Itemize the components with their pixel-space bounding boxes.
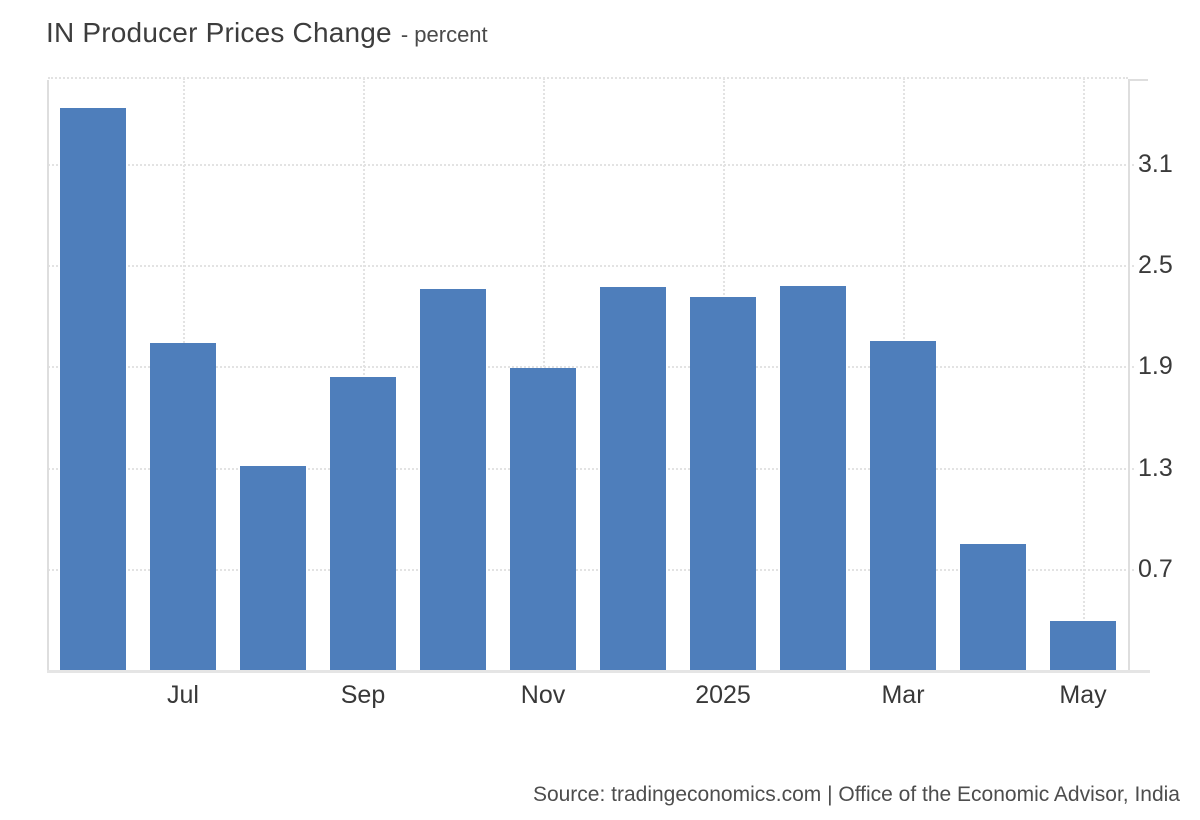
chart-header: IN Producer Prices Change - percent: [46, 17, 488, 49]
y-axis-tick-label: 1.3: [1138, 453, 1173, 482]
x-axis-tick-label: Jul: [167, 681, 199, 709]
horizontal-gridline: [48, 366, 1134, 369]
chart-title: IN Producer Prices Change: [46, 17, 392, 48]
x-axis-line: [47, 670, 1150, 673]
bar-nov-2024[interactable]: [510, 368, 576, 670]
y-axis-tick-label: 2.5: [1138, 251, 1173, 280]
vertical-gridline: [363, 78, 365, 670]
y-axis-line-left: [47, 80, 49, 671]
horizontal-gridline: [48, 265, 1134, 268]
source-attribution: Source: tradingeconomics.com | Office of…: [532, 783, 1180, 806]
vertical-gridline: [1083, 78, 1085, 670]
bar-oct-2024[interactable]: [420, 288, 486, 670]
x-axis-tick-label: Sep: [340, 681, 386, 709]
bar-jun-2024[interactable]: [60, 108, 126, 670]
y-axis-line-right: [1128, 80, 1130, 671]
bar-mar-2025[interactable]: [870, 341, 936, 670]
bar-may-2025[interactable]: [1050, 621, 1116, 670]
horizontal-gridline: [48, 467, 1134, 470]
bar-apr-2025[interactable]: [960, 543, 1026, 670]
bar-dec-2024[interactable]: [600, 287, 666, 670]
x-axis-tick-label: 2025: [695, 681, 751, 709]
horizontal-gridline: [48, 164, 1134, 166]
bar-aug-2024[interactable]: [240, 465, 306, 670]
bar-jul-2024[interactable]: [150, 342, 216, 670]
plot-top-border: [48, 77, 1128, 79]
top-right-tick: [1128, 79, 1148, 81]
chart-subtitle: - percent: [400, 22, 488, 47]
horizontal-gridline: [48, 568, 1134, 571]
bar-sep-2024[interactable]: [330, 376, 396, 670]
bar-jan-2025[interactable]: [690, 297, 756, 670]
x-axis-tick-label: Mar: [881, 681, 925, 709]
y-axis-tick-label: 0.7: [1138, 554, 1173, 583]
y-axis-tick-label: 3.1: [1138, 150, 1173, 178]
y-axis-tick-label: 1.9: [1138, 352, 1173, 381]
x-axis-tick-label: Nov: [520, 681, 566, 709]
x-axis-tick-label: May: [1059, 681, 1107, 709]
bar-feb-2025[interactable]: [780, 285, 846, 670]
bar-chart-plot-area: [48, 77, 1134, 670]
